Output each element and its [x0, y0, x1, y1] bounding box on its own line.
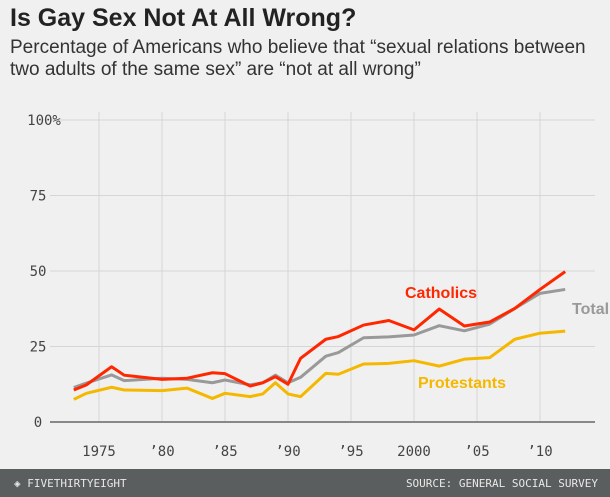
legend-label-total: Total	[572, 301, 609, 318]
x-tick-label: ’90	[275, 444, 300, 460]
x-tick-label: ’95	[338, 444, 363, 460]
source-note: SOURCE: GENERAL SOCIAL SURVEY	[405, 477, 598, 490]
brand-name: FIVETHIRTYEIGHT	[27, 477, 127, 490]
footer: ◈ FIVETHIRTYEIGHT SOURCE: GENERAL SOCIAL…	[0, 469, 610, 497]
x-tick-label: 1975	[82, 444, 116, 460]
y-tick-label: 0	[34, 415, 42, 431]
chart-subtitle: Percentage of Americans who believe that…	[10, 37, 586, 80]
x-tick-label: ’05	[464, 444, 489, 460]
y-tick-label: 100%	[27, 113, 61, 129]
brand-logo: ◈ FIVETHIRTYEIGHT	[14, 477, 127, 490]
y-tick-label: 75	[30, 189, 47, 205]
series-line-protestants	[73, 329, 566, 401]
x-tick-label: 2000	[397, 444, 431, 460]
legend-label-protestants: Protestants	[418, 375, 506, 392]
series-line-catholics	[73, 270, 567, 392]
legend-label-catholics: Catholics	[405, 285, 477, 302]
y-tick-label: 50	[30, 264, 47, 280]
line-chart: 1975 ’80 ’85 ’90 ’95 2000 ’05 ’10 0 25 50 75 100% Tot…	[27, 112, 609, 460]
x-tick-label: ’80	[149, 444, 174, 460]
y-tick-label: 25	[30, 340, 47, 356]
chart-title: Is Gay Sex Not At All Wrong?	[10, 4, 357, 32]
x-tick-label: ’10	[527, 444, 552, 460]
series-line-total	[73, 287, 566, 389]
x-tick-label: ’85	[212, 444, 237, 460]
